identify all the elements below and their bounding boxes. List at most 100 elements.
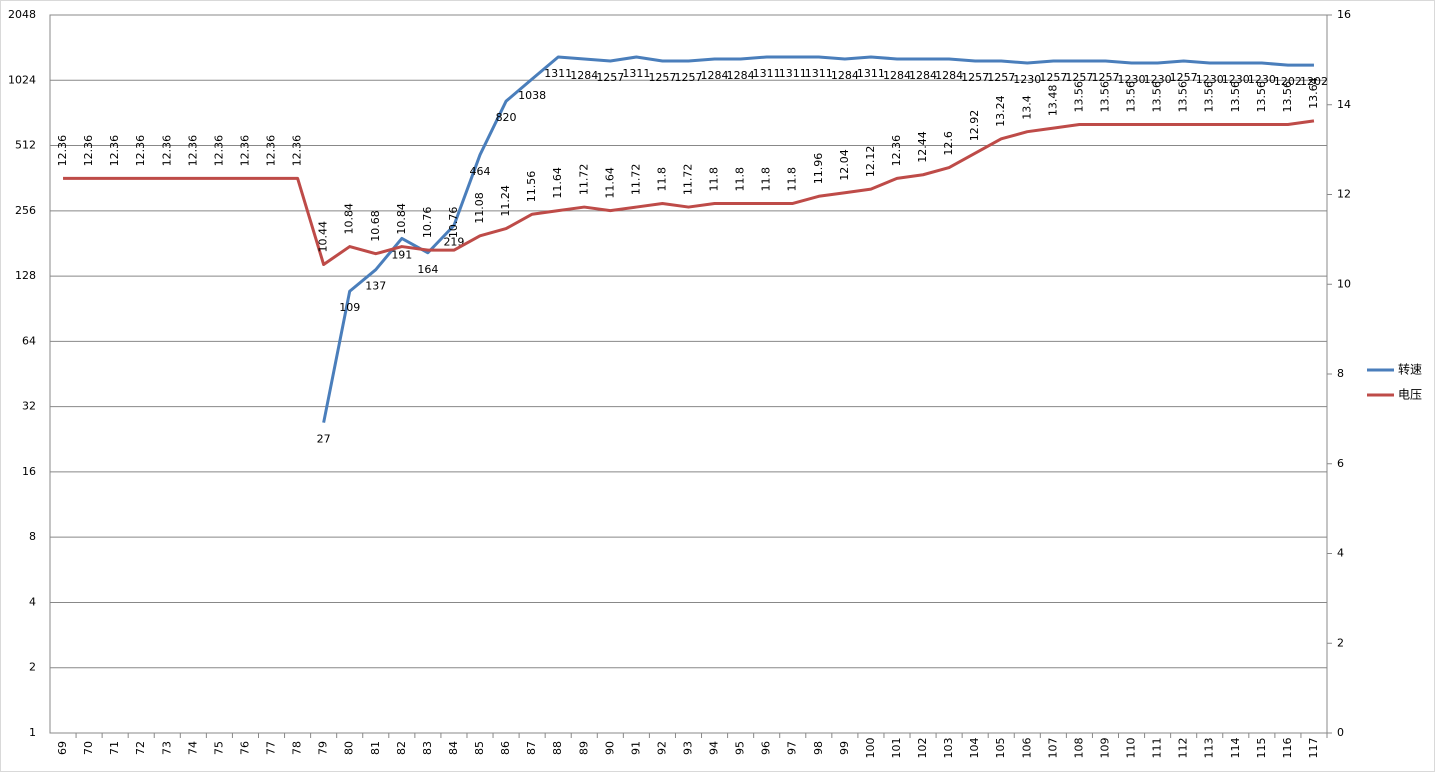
data-label: 1257 [1065,71,1093,84]
x-tick-label: 90 [603,741,616,755]
x-tick-label: 78 [291,741,304,755]
data-label: 464 [470,165,491,178]
x-tick-label: 72 [134,741,147,755]
data-label: 820 [496,111,517,124]
x-tick-label: 105 [994,738,1007,759]
data-label: 13.56 [1151,81,1164,113]
data-label: 109 [339,301,360,314]
data-label: 10.68 [369,210,382,242]
y2-tick-label: 2 [1337,636,1344,649]
legend-label: 电压 [1398,388,1422,402]
x-tick-label: 88 [551,741,564,755]
data-label: 219 [443,236,464,249]
data-label: 11.8 [734,167,747,192]
x-tick-label: 74 [186,741,199,755]
x-tick-label: 114 [1229,738,1242,759]
y-tick-label: 16 [22,465,36,478]
x-tick-label: 98 [812,741,825,755]
data-label: 1284 [883,69,911,82]
x-tick-label: 96 [760,741,773,755]
x-tick-label: 92 [655,741,668,755]
data-label: 12.04 [838,149,851,181]
data-label: 1257 [1039,71,1067,84]
data-label: 191 [391,248,412,261]
y2-tick-label: 8 [1337,367,1344,380]
data-label: 137 [365,280,386,293]
data-label: 12.36 [108,135,121,167]
x-tick-label: 109 [1098,738,1111,759]
data-label: 11.8 [655,167,668,192]
data-label: 1284 [831,69,859,82]
data-label: 13.56 [1125,81,1138,113]
x-tick-label: 80 [343,741,356,755]
data-label: 11.64 [603,167,616,199]
data-label: 1230 [1248,73,1276,86]
y2-tick-label: 0 [1337,726,1344,739]
x-tick-label: 95 [734,741,747,755]
data-label: 1257 [648,71,676,84]
data-label: 1311 [544,67,572,80]
data-label: 11.8 [786,167,799,192]
y-tick-label: 1 [29,726,36,739]
series-line [63,119,1315,267]
data-label: 1311 [622,67,650,80]
y-tick-label: 4 [29,595,36,608]
data-label: 1257 [1170,71,1198,84]
data-label: 13.56 [1072,81,1085,113]
x-tick-label: 99 [838,741,851,755]
data-label: 1311 [779,67,807,80]
y-tick-label: 256 [15,204,36,217]
data-label: 1257 [596,71,624,84]
data-label: 13.4 [1020,95,1033,120]
y-tick-label: 32 [22,400,36,413]
data-label: 11.72 [577,164,590,196]
data-label: 13.24 [994,95,1007,126]
data-label: 1257 [1091,71,1119,84]
y-tick-label: 1024 [8,73,36,86]
data-label: 1311 [857,67,885,80]
data-label: 11.96 [812,153,825,185]
series-line [322,55,1314,423]
y2-tick-label: 16 [1337,8,1351,21]
x-tick-label: 89 [577,741,590,755]
data-label: 1230 [1144,73,1172,86]
data-label: 10.44 [317,221,330,253]
x-tick-label: 110 [1125,738,1138,759]
data-label: 12.36 [291,135,304,167]
data-label: 12.6 [942,131,955,156]
data-label: 12.36 [186,135,199,167]
data-label: 10.76 [421,207,434,239]
x-tick-label: 116 [1281,738,1294,759]
x-tick-label: 71 [108,741,121,755]
x-tick-label: 117 [1307,738,1320,759]
x-tick-label: 73 [160,741,173,755]
data-label: 1284 [570,69,598,82]
y2-tick-label: 10 [1337,277,1351,290]
x-tick-label: 77 [265,741,278,755]
y2-tick-label: 4 [1337,547,1344,560]
data-label: 12.36 [56,135,69,167]
x-tick-label: 75 [212,741,225,755]
x-tick-label: 94 [708,741,721,755]
x-tick-label: 112 [1177,738,1190,759]
x-tick-label: 84 [447,741,460,755]
x-tick-label: 81 [369,741,382,755]
x-tick-label: 79 [317,741,330,755]
data-label: 12.92 [968,110,981,142]
data-label: 11.8 [708,167,721,192]
data-label: 12.36 [890,135,903,167]
x-tick-label: 102 [916,738,929,759]
y-tick-label: 64 [22,334,36,347]
data-label: 12.36 [134,135,147,167]
x-tick-label: 101 [890,738,903,759]
data-label: 12.36 [238,135,251,166]
data-label: 13.64 [1307,77,1320,109]
y-tick-label: 2048 [8,8,36,21]
data-label: 12.44 [916,131,929,163]
data-label: 1257 [987,71,1015,84]
data-label: 13.56 [1229,81,1242,113]
data-label: 13.56 [1098,81,1111,113]
x-tick-label: 85 [473,741,486,755]
x-tick-label: 97 [786,741,799,755]
